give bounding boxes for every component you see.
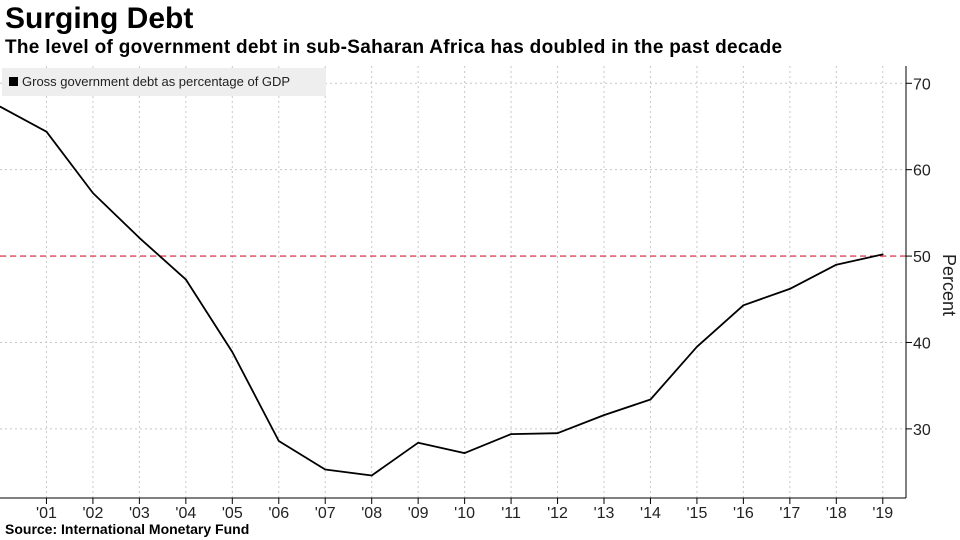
x-tick-label: '07 <box>315 505 336 522</box>
y-tick-label: 30 <box>913 422 931 439</box>
x-tick-label: '14 <box>640 505 661 522</box>
data-point <box>696 346 698 348</box>
x-tick-label: '05 <box>222 505 243 522</box>
x-tick-label: '19 <box>872 505 893 522</box>
x-tick-label: '11 <box>501 505 521 522</box>
y-tick-label: 60 <box>913 163 931 180</box>
chart-title: Surging Debt <box>5 2 194 35</box>
data-point <box>417 441 419 444</box>
x-tick-label: '10 <box>454 505 475 522</box>
x-tick-label: '12 <box>547 505 568 522</box>
data-point <box>277 440 280 442</box>
series-line <box>0 105 883 477</box>
x-tick-label: '18 <box>826 505 847 522</box>
x-tick-label: '01 <box>36 505 57 522</box>
x-tick-label: '04 <box>175 505 196 522</box>
legend: Gross government debt as percentage of G… <box>2 68 326 96</box>
source-note: Source: International Monetary Fund <box>5 521 250 537</box>
y-tick-label: 50 <box>913 249 931 266</box>
axes: '01 '02 '03 '04 '05 '06 '07 '08 '09 '10 '11 '12 '13 '… <box>0 66 931 522</box>
data-point <box>463 452 466 454</box>
x-tick-label: '15 <box>686 505 707 522</box>
legend-box <box>2 68 326 96</box>
data-point <box>370 474 373 477</box>
data-point <box>138 237 141 239</box>
x-tick-label: '16 <box>733 505 754 522</box>
chart-subtitle: The level of government debt in sub-Saha… <box>5 37 783 58</box>
x-tick-label: '02 <box>82 505 103 522</box>
data-point <box>510 433 512 435</box>
data-point <box>742 304 745 307</box>
x-tick-label: '06 <box>268 505 289 522</box>
series-group <box>0 105 884 477</box>
data-point <box>0 105 1 108</box>
y-axis-label: Percent <box>939 254 959 316</box>
x-tick-label: '13 <box>594 505 615 522</box>
data-point <box>185 278 187 281</box>
grid <box>0 66 906 498</box>
data-point <box>556 432 559 435</box>
data-point <box>92 192 94 194</box>
x-tick-label: '09 <box>408 505 429 522</box>
data-point <box>789 288 791 290</box>
x-tick-label: '03 <box>129 505 150 522</box>
data-point <box>231 351 234 353</box>
y-tick-label: 40 <box>913 335 931 352</box>
y-tick-label: 70 <box>913 76 931 93</box>
data-point <box>881 253 884 256</box>
data-point <box>649 398 652 401</box>
legend-swatch <box>9 77 18 86</box>
x-tick-label: '17 <box>779 505 800 522</box>
data-point <box>45 130 48 133</box>
x-tick-label: '08 <box>361 505 382 522</box>
data-point <box>603 414 605 416</box>
legend-label: Gross government debt as percentage of G… <box>22 74 290 89</box>
data-point <box>835 263 838 266</box>
data-point <box>324 468 327 471</box>
